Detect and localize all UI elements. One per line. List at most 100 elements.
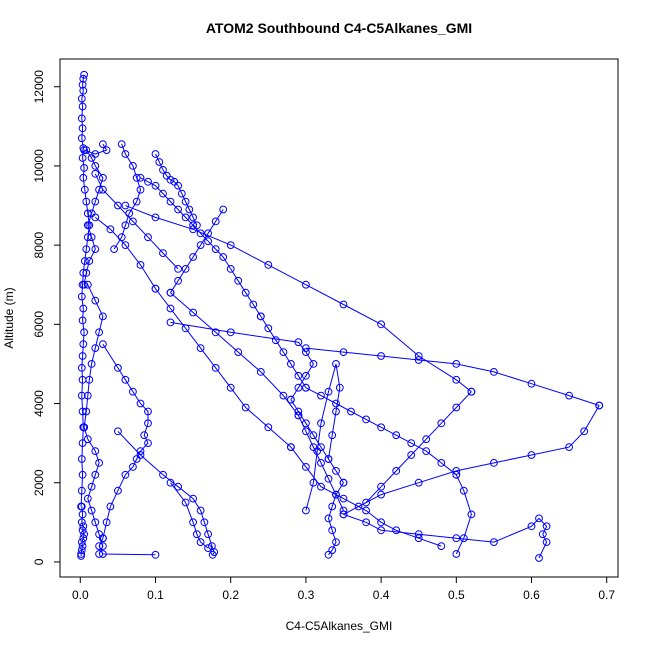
- data-point: [87, 233, 96, 242]
- data-point: [490, 538, 498, 546]
- data-point: [99, 173, 107, 182]
- data-point: [151, 150, 160, 158]
- data-point: [87, 506, 96, 515]
- series-line: [170, 209, 224, 293]
- series-line: [343, 513, 548, 559]
- data-point: [166, 318, 175, 327]
- series-line: [327, 482, 344, 556]
- data-point: [317, 482, 325, 491]
- data-point: [490, 459, 498, 467]
- data-point: [106, 225, 115, 234]
- data-point: [166, 288, 175, 297]
- data-point: [204, 229, 213, 238]
- series-5: [110, 140, 145, 254]
- data-point: [159, 470, 167, 479]
- data-point: [226, 265, 235, 273]
- data-point: [121, 470, 130, 479]
- data-point: [144, 233, 152, 242]
- series-line: [290, 446, 442, 547]
- data-point: [219, 253, 228, 261]
- series-0: [77, 70, 94, 511]
- x-tick-label: 0.5: [448, 588, 465, 602]
- series-line: [83, 149, 104, 285]
- data-point: [189, 225, 198, 234]
- data-point: [279, 391, 288, 400]
- series-line: [113, 143, 142, 250]
- data-point: [144, 407, 152, 416]
- data-point: [95, 459, 103, 467]
- data-point: [287, 360, 295, 368]
- series-23: [151, 284, 295, 452]
- x-tick-label: 0.0: [72, 588, 89, 602]
- data-point: [302, 427, 310, 436]
- y-tick-label: 6000: [32, 311, 46, 338]
- data-point: [226, 328, 235, 337]
- series-1: [77, 502, 88, 560]
- y-tick-label: 2000: [32, 469, 46, 496]
- series-3: [80, 280, 107, 432]
- data-point: [77, 546, 86, 554]
- series-13: [324, 478, 348, 559]
- data-point: [309, 443, 318, 452]
- data-point: [324, 514, 333, 523]
- data-point: [317, 459, 325, 467]
- data-point: [302, 344, 310, 353]
- data-point: [102, 518, 111, 527]
- data-point: [196, 241, 205, 250]
- y-tick-label: 8000: [32, 231, 46, 258]
- data-point: [452, 403, 461, 412]
- data-point: [226, 383, 235, 392]
- data-point: [174, 181, 183, 190]
- data-point: [332, 360, 340, 368]
- series-30: [80, 140, 111, 158]
- data-point: [189, 213, 198, 222]
- series-11: [166, 318, 318, 404]
- data-point: [114, 427, 122, 436]
- data-point: [193, 530, 201, 539]
- series-16: [339, 510, 551, 562]
- data-point: [159, 189, 167, 198]
- data-point: [565, 391, 573, 400]
- data-point: [77, 550, 85, 558]
- series-line: [290, 399, 344, 483]
- data-point: [204, 237, 213, 246]
- data-point: [538, 530, 547, 539]
- data-point: [87, 482, 96, 491]
- data-point: [241, 403, 250, 412]
- data-point: [339, 494, 348, 503]
- series-line: [94, 217, 156, 289]
- data-point: [78, 526, 87, 535]
- data-point: [459, 486, 468, 495]
- data-point: [91, 162, 100, 170]
- data-point: [264, 423, 273, 432]
- data-point: [144, 177, 152, 186]
- data-point: [82, 269, 91, 277]
- data-point: [77, 94, 86, 103]
- series-line: [125, 205, 472, 393]
- x-tick-label: 0.1: [147, 588, 164, 602]
- data-point: [392, 431, 401, 440]
- data-point: [166, 304, 175, 313]
- data-point: [437, 419, 446, 428]
- data-point: [377, 320, 386, 329]
- data-point: [177, 189, 186, 198]
- y-axis-label: Altitude (m): [2, 287, 16, 348]
- data-point: [82, 146, 91, 155]
- data-point: [189, 518, 198, 527]
- data-point: [121, 201, 130, 210]
- data-point: [91, 447, 100, 456]
- data-point: [490, 368, 498, 376]
- y-tick-label: 0: [32, 558, 46, 565]
- series-line: [170, 482, 209, 549]
- data-point: [452, 360, 461, 368]
- series-24: [287, 443, 446, 550]
- data-point: [78, 124, 87, 133]
- data-point: [287, 443, 295, 452]
- data-point: [437, 459, 446, 467]
- data-point: [535, 514, 543, 523]
- data-point: [362, 498, 371, 507]
- series-line: [305, 363, 341, 511]
- data-point: [121, 150, 130, 158]
- data-point: [181, 265, 190, 273]
- data-point: [82, 407, 91, 416]
